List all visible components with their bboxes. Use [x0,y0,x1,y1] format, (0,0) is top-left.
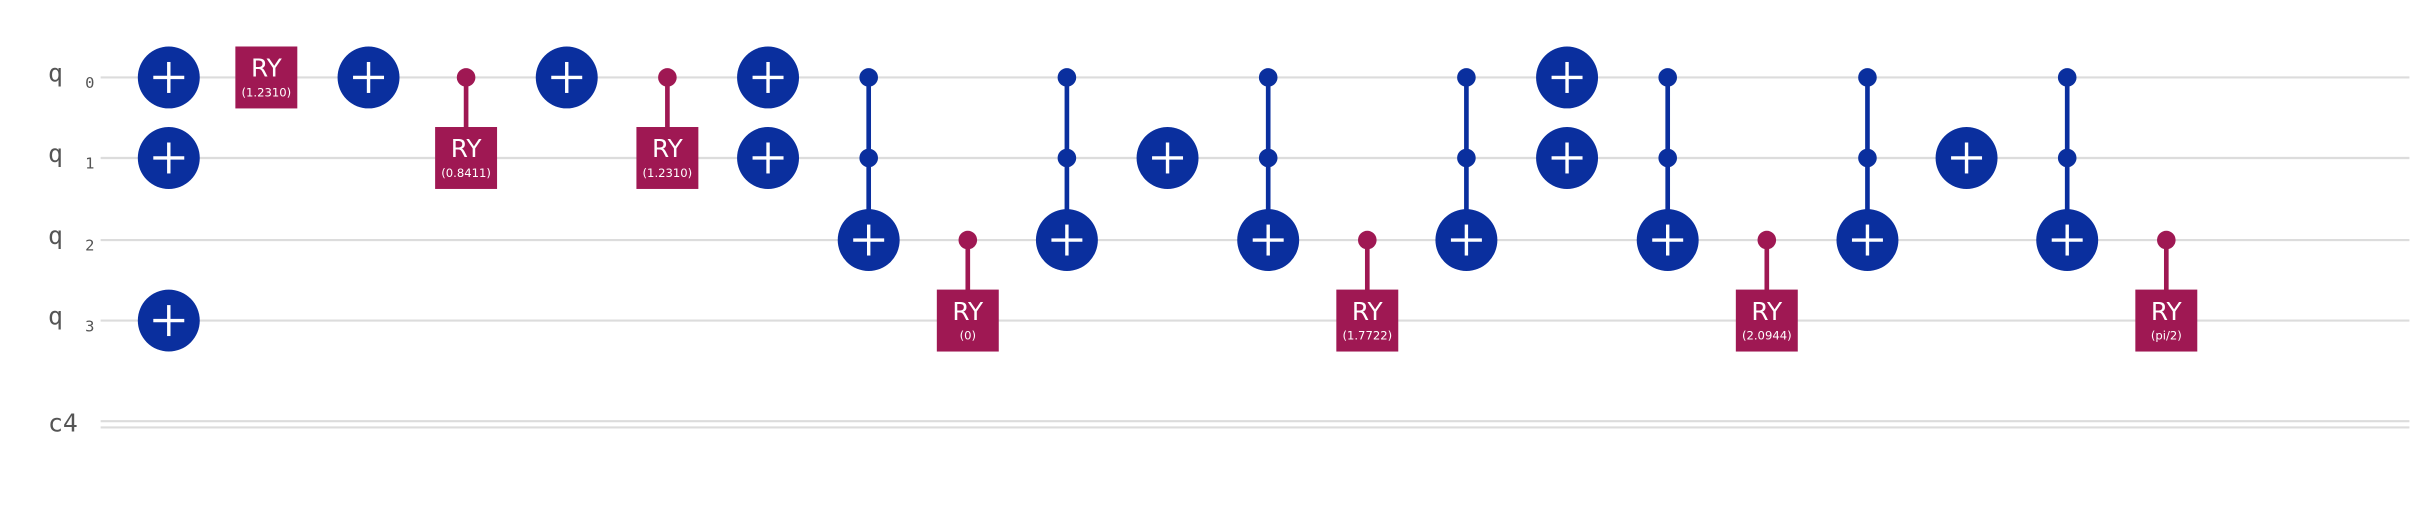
x-gate [1536,46,1599,109]
control-dot [1858,68,1877,87]
control-dot [456,68,476,87]
x-gate [535,46,598,109]
control-dot [958,230,978,250]
wire-label: q [48,58,63,87]
ry-box [1735,289,1798,352]
control-dot [859,68,878,87]
ry-label: RY [251,54,283,83]
x-gate [1836,209,1899,272]
ry-param: (1.2310) [241,85,291,99]
wire-label: q [48,139,63,168]
control-dot [1457,68,1476,87]
control-dot [1358,230,1377,250]
control-dot [1057,148,1077,168]
control-dot [859,148,878,168]
x-gate [1935,127,1998,189]
wire-label: q [48,221,63,250]
ry-param: (1.2310) [643,166,693,180]
gates: RY (1.2310) RY (0.8411) RY (1.2310) RY (0) RY (1.… [137,46,2198,352]
wire-label: c4 [48,408,78,437]
ry-box [636,127,699,189]
ry-gate: RY (2.0944) [1735,289,1798,352]
ry-box [1336,289,1399,352]
control-dot [2157,230,2176,250]
x-gate [1035,209,1098,272]
ry-gate: RY (1.7722) [1336,289,1399,352]
ry-label: RY [952,297,984,326]
ry-box [2135,289,2198,352]
x-gate [1435,209,1498,272]
ry-box [435,127,498,189]
ry-gate: RY (1.2310) [636,127,699,189]
ry-gate: RY (1.2310) [235,46,298,109]
x-gate [137,127,200,189]
ry-param: (0) [960,329,976,343]
ry-label: RY [451,134,483,163]
ry-param: (pi/2) [2151,329,2182,343]
wire-label: q [48,301,63,330]
ry-label: RY [652,134,684,163]
ry-label: RY [1352,297,1384,326]
control-dot [1258,68,1278,87]
ry-param: (0.8411) [441,166,491,180]
ry-param: (1.7722) [1342,329,1392,343]
x-gate [1237,209,1300,272]
wires: q 0 q 1 q 2 q 3 c4 [48,58,2410,437]
wire-index: 3 [85,317,94,335]
control-dot [1457,148,1476,168]
control-dot [1258,148,1278,168]
ry-gate: RY (0) [936,289,999,352]
ry-gate: RY (0.8411) [435,127,498,189]
ry-label: RY [1751,297,1783,326]
ry-label: RY [2151,297,2183,326]
ry-box [235,46,298,109]
wire-index: 1 [85,155,94,173]
x-gate [737,46,800,109]
x-gate [1536,127,1599,189]
x-gate [137,289,200,352]
x-gate [137,46,200,109]
control-dot [2057,68,2077,87]
ry-param: (2.0944) [1742,329,1792,343]
x-gate [1136,127,1199,189]
control-dot [1658,68,1677,87]
x-gate [837,209,900,272]
control-dot [658,68,677,87]
control-dot [1858,148,1877,168]
x-gate [1636,209,1699,272]
control-dot [2057,148,2077,168]
control-dot [1057,68,1077,87]
wire-index: 0 [85,74,94,92]
x-gate [737,127,800,189]
control-dot [1658,148,1677,168]
ry-box [936,289,999,352]
x-gate [2036,209,2099,272]
ry-gate: RY (pi/2) [2135,289,2198,352]
x-gate [337,46,400,109]
wire-index: 2 [85,237,94,255]
control-dot [1757,230,1777,250]
